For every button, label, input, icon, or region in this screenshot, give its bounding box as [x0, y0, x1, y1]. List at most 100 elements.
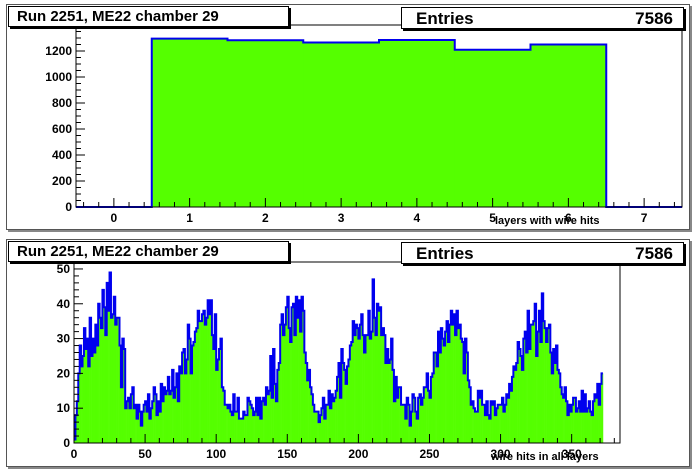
histogram-bar	[206, 317, 208, 443]
x-axis-title: wire hits in all layers	[491, 451, 599, 463]
histogram-bar	[220, 338, 223, 443]
histogram-bar	[374, 317, 376, 443]
histogram-bar	[234, 411, 237, 443]
histogram-bar	[581, 390, 584, 443]
histogram-bar	[238, 418, 241, 443]
histogram-bar	[210, 300, 213, 443]
histogram-bar	[546, 342, 548, 443]
histogram-bar	[497, 404, 500, 443]
histogram-bar	[345, 383, 348, 443]
histogram-bar	[484, 415, 487, 443]
y-tick-label: 800	[52, 96, 72, 110]
histogram-bar	[122, 338, 125, 443]
histogram-bar	[248, 401, 251, 443]
histogram-pad-layers: 0 200 400 600 800 1000 1200 0 1 2 3 4 5 6 7 Run 2251, …	[6, 4, 690, 230]
histogram-bar	[315, 411, 318, 443]
histogram-bar	[438, 331, 440, 443]
histogram-bar	[261, 401, 264, 443]
histogram-bar	[496, 408, 499, 443]
histogram-bar	[146, 411, 149, 443]
histogram-bar	[460, 338, 463, 443]
histogram-bar	[305, 362, 308, 443]
histogram-bar	[439, 352, 442, 443]
histogram-bar	[354, 335, 356, 443]
histogram-bar	[443, 345, 446, 443]
histogram-bar	[406, 397, 409, 443]
stats-entries-label: Entries	[416, 244, 474, 263]
y-tick-label: 50	[57, 262, 71, 276]
histogram-bar	[149, 418, 152, 443]
histogram-bar	[106, 282, 109, 443]
histogram-bar	[256, 397, 258, 443]
histogram-bar	[352, 321, 355, 443]
chart-title: Run 2251, ME22 chamber 29	[17, 8, 219, 25]
histogram-bar	[557, 369, 560, 443]
histogram-bar	[597, 383, 599, 443]
histogram-bar	[81, 366, 83, 443]
histogram-bar	[167, 376, 170, 443]
histogram-bar	[247, 397, 250, 443]
histogram-bar	[155, 394, 157, 443]
histogram-bar	[112, 314, 115, 443]
histogram-bar	[517, 342, 520, 443]
histogram-bar	[159, 411, 162, 443]
histogram-bar	[449, 324, 452, 443]
histogram-bar	[177, 401, 180, 443]
histogram-bar	[199, 321, 201, 443]
histogram-bar	[132, 387, 135, 443]
stats-entries-value: 7586	[635, 9, 673, 28]
histogram-bar	[536, 355, 538, 443]
histogram-bar	[301, 296, 304, 443]
histogram-bar	[450, 310, 453, 443]
histogram-bar	[453, 314, 456, 443]
histogram-bar	[494, 415, 497, 443]
histogram-bar	[359, 324, 362, 443]
histogram-bar	[537, 331, 540, 443]
histogram-bar	[91, 355, 93, 443]
histogram-bar	[386, 349, 389, 443]
histogram-bar	[455, 335, 457, 443]
y-tick-label: 0	[63, 436, 70, 450]
histogram-bar	[409, 425, 412, 443]
histogram-bar	[503, 411, 506, 443]
histogram-bar	[214, 314, 217, 443]
histogram-bar	[150, 408, 153, 443]
histogram-bar	[379, 39, 456, 208]
histogram-bar	[257, 415, 260, 443]
x-tick-label: 0	[71, 447, 78, 461]
histogram-bar	[531, 324, 534, 443]
histogram-bar	[349, 345, 352, 443]
histogram-bar	[137, 404, 140, 443]
histogram-bar	[226, 404, 228, 443]
histogram-bar	[544, 328, 547, 443]
histogram-bar	[139, 411, 142, 443]
histogram-bar	[79, 345, 82, 443]
histogram-bar	[173, 397, 176, 443]
histogram-bar	[82, 355, 85, 443]
histogram-bar	[473, 408, 476, 443]
histogram-bar	[74, 439, 76, 443]
histogram-bar	[395, 376, 398, 443]
x-tick-label: 300	[491, 447, 511, 461]
histogram-bar	[275, 401, 278, 443]
histogram-bar	[371, 331, 373, 443]
histogram-bar	[169, 394, 171, 443]
histogram-bar	[118, 317, 120, 443]
histogram-bar	[470, 404, 473, 443]
histogram-bar	[133, 408, 136, 443]
histogram-bar	[403, 404, 406, 443]
histogram-bar	[399, 387, 402, 443]
histogram-bar	[541, 293, 544, 443]
histogram-bar	[423, 387, 426, 443]
histogram-bar	[364, 352, 366, 443]
histogram-bar	[564, 387, 567, 443]
histogram-bar	[153, 387, 156, 443]
histogram-bar	[321, 408, 324, 443]
histogram-bar	[160, 383, 163, 443]
histogram-bar	[477, 390, 480, 443]
histogram-bar	[85, 349, 88, 443]
histogram-bar	[402, 404, 405, 443]
histogram-bar	[281, 314, 284, 443]
y-tick-label: 40	[57, 297, 71, 311]
histogram-bar	[428, 390, 430, 443]
